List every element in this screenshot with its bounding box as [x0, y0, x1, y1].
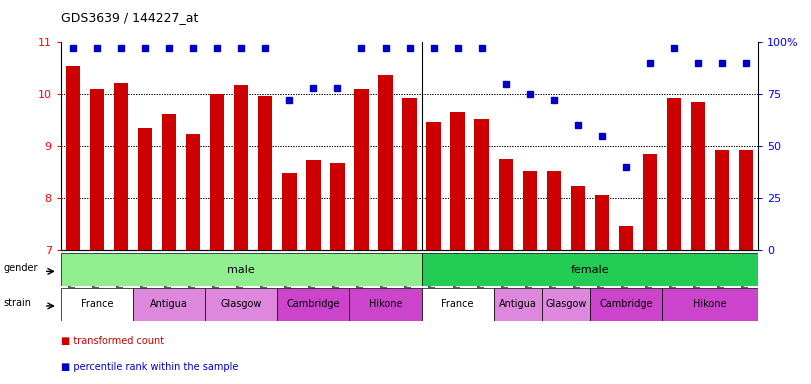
- Bar: [114, 83, 128, 250]
- Text: female: female: [571, 265, 609, 275]
- Bar: [61, 253, 422, 286]
- Bar: [210, 94, 225, 250]
- Bar: [619, 226, 633, 250]
- Bar: [162, 114, 176, 250]
- Bar: [234, 85, 248, 250]
- Bar: [494, 288, 542, 321]
- Text: Cambridge: Cambridge: [286, 299, 340, 310]
- Text: Antigua: Antigua: [150, 299, 188, 310]
- Bar: [667, 98, 681, 250]
- Text: Hikone: Hikone: [693, 299, 727, 310]
- Bar: [590, 288, 662, 321]
- Bar: [499, 159, 513, 250]
- Bar: [522, 171, 537, 250]
- Bar: [61, 288, 133, 321]
- Bar: [422, 288, 494, 321]
- Bar: [571, 186, 585, 250]
- Bar: [542, 288, 590, 321]
- Bar: [330, 163, 345, 250]
- Bar: [547, 171, 561, 250]
- Bar: [450, 112, 465, 250]
- Text: gender: gender: [3, 263, 37, 273]
- Bar: [691, 102, 706, 250]
- Bar: [138, 128, 152, 250]
- Text: ■ transformed count: ■ transformed count: [61, 336, 164, 346]
- Bar: [66, 66, 80, 250]
- Text: ■ percentile rank within the sample: ■ percentile rank within the sample: [61, 362, 238, 372]
- Text: GDS3639 / 144227_at: GDS3639 / 144227_at: [61, 12, 198, 25]
- Bar: [662, 288, 758, 321]
- Text: France: France: [80, 299, 114, 310]
- Bar: [594, 195, 609, 250]
- Text: male: male: [227, 265, 255, 275]
- Bar: [474, 119, 489, 250]
- Bar: [186, 134, 200, 250]
- Bar: [350, 288, 422, 321]
- Bar: [90, 89, 104, 250]
- Text: France: France: [441, 299, 474, 310]
- Text: Antigua: Antigua: [499, 299, 537, 310]
- Bar: [643, 154, 657, 250]
- Bar: [715, 150, 729, 250]
- Bar: [422, 253, 758, 286]
- Text: Glasgow: Glasgow: [221, 299, 262, 310]
- Text: Glasgow: Glasgow: [545, 299, 586, 310]
- Bar: [133, 288, 205, 321]
- Bar: [277, 288, 350, 321]
- Bar: [402, 98, 417, 250]
- Bar: [306, 161, 320, 250]
- Bar: [354, 89, 369, 250]
- Bar: [205, 288, 277, 321]
- Bar: [378, 75, 393, 250]
- Bar: [739, 150, 753, 250]
- Text: strain: strain: [3, 298, 31, 308]
- Bar: [258, 96, 272, 250]
- Text: Hikone: Hikone: [369, 299, 402, 310]
- Bar: [427, 122, 441, 250]
- Bar: [282, 174, 297, 250]
- Text: Cambridge: Cambridge: [599, 299, 653, 310]
